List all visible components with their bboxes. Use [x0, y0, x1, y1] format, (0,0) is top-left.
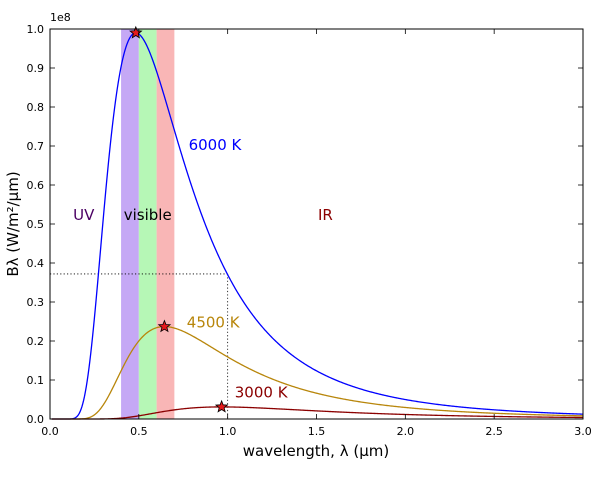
peak-marker-3000-k [214, 399, 229, 413]
series-label-4500-k: 4500 K [187, 313, 241, 331]
band-red [156, 29, 175, 419]
band-violet [121, 29, 139, 419]
y-tick-label: 0.4 [27, 257, 45, 270]
series-label-6000-k: 6000 K [189, 136, 243, 154]
region-label-ir: IR [318, 206, 333, 224]
x-tick-label: 2.0 [397, 425, 415, 438]
x-tick-label: 0.0 [41, 425, 59, 438]
y-tick-label: 0.1 [27, 374, 45, 387]
x-tick-label: 3.0 [574, 425, 592, 438]
curve-6000-k [51, 32, 584, 420]
x-axis-ticks: 0.0 0.5 1.0 1.5 2.0 2.5 3.0 [41, 29, 592, 438]
band-green [138, 29, 157, 419]
curve-4500-k [51, 325, 584, 420]
x-tick-label: 0.5 [130, 425, 148, 438]
x-tick-label: 1.5 [308, 425, 326, 438]
region-label-visible: visible [124, 206, 172, 224]
visible-spectrum-bands [121, 29, 175, 419]
y-tick-label: 0.6 [27, 179, 45, 192]
curve-labels: 6000 K 4500 K 3000 K [187, 136, 289, 402]
peak-marker-6000-k [129, 25, 143, 39]
reference-lines [50, 273, 229, 419]
peak-markers [129, 25, 229, 413]
y-tick-label: 0.3 [27, 296, 45, 309]
y-tick-label: 0.0 [27, 413, 45, 426]
y-offset-text: 1e8 [50, 11, 71, 24]
y-tick-label: 0.2 [27, 335, 45, 348]
y-tick-label: 0.9 [27, 62, 45, 75]
peak-marker-4500-k [157, 319, 172, 333]
y-axis-label: Bλ (W/m²/μm) [4, 171, 22, 276]
x-tick-label: 2.5 [485, 425, 503, 438]
x-axis-label: wavelength, λ (μm) [243, 442, 389, 460]
series-label-3000-k: 3000 K [235, 384, 289, 402]
x-tick-label: 1.0 [219, 425, 237, 438]
y-tick-label: 1.0 [27, 23, 45, 36]
y-axis-ticks: 0.0 0.1 0.2 0.3 0.4 0.5 0.6 0.7 0.8 0.9 1.0 [27, 23, 583, 426]
region-label-uv: UV [73, 206, 95, 224]
region-labels: UV visible IR [73, 206, 333, 224]
y-tick-label: 0.5 [27, 218, 45, 231]
y-tick-label: 0.7 [27, 140, 45, 153]
y-tick-label: 0.8 [27, 101, 45, 114]
